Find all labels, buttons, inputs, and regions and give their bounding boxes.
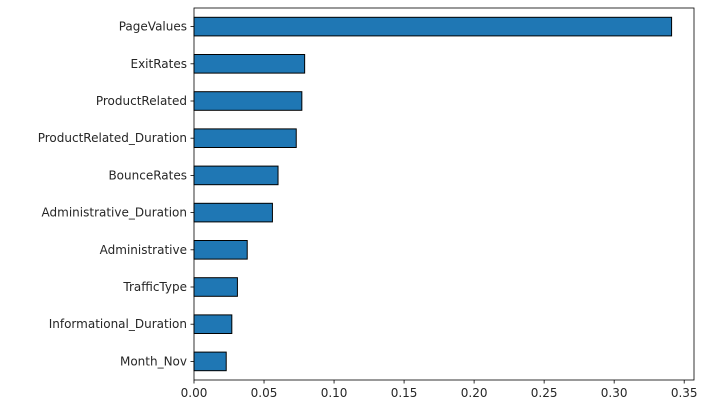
bar-productrelated (193, 91, 303, 111)
y-tick-label: BounceRates (108, 168, 187, 182)
y-axis-ticks: PageValues ExitRates ProductRelated Product… (38, 20, 194, 368)
bar-traffictype (193, 277, 238, 297)
x-tick-label: 0.00 (181, 386, 208, 400)
axes-frame (193, 7, 695, 381)
x-tick-label: 0.10 (321, 386, 348, 400)
x-tick-label: 0.25 (531, 386, 558, 400)
bar-exitrates (193, 54, 306, 74)
bar-administrative (193, 240, 248, 260)
y-tick-label: PageValues (119, 20, 187, 34)
x-tick-label: 0.15 (391, 386, 418, 400)
x-tick-label: 0.30 (601, 386, 628, 400)
y-tick-label: Administrative (100, 243, 187, 257)
bar-productrelated-duration (193, 128, 297, 148)
bar-informational-duration (193, 314, 233, 334)
y-tick-label: ProductRelated (96, 94, 187, 108)
y-tick-label: ExitRates (131, 57, 188, 71)
x-tick-label: 0.35 (671, 386, 698, 400)
bar-month-nov (193, 351, 227, 372)
bar-bouncerates (193, 165, 279, 186)
y-tick-label: Informational_Duration (49, 317, 187, 331)
x-axis-ticks: 0.00 0.05 0.10 0.15 0.20 0.25 0.30 0.35 (181, 380, 698, 400)
bar-pagevalues (193, 16, 673, 37)
y-tick-label: ProductRelated_Duration (38, 131, 187, 145)
y-tick-label: TrafficType (122, 280, 187, 294)
x-tick-label: 0.05 (251, 386, 278, 400)
plot-frame (193, 7, 695, 381)
x-tick-label: 0.20 (461, 386, 488, 400)
bars-group (193, 16, 673, 372)
bar-administrative-duration (193, 202, 273, 223)
y-tick-label: Month_Nov (120, 354, 187, 368)
y-tick-label: Administrative_Duration (42, 206, 187, 220)
